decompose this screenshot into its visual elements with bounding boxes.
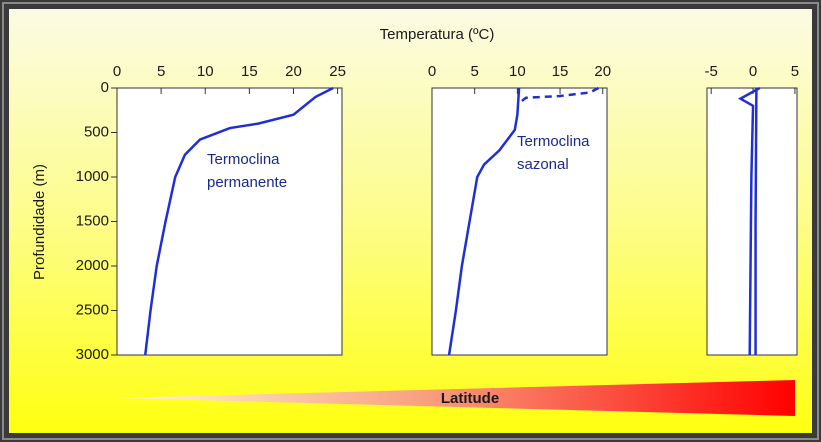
chart-title: Temperatura (ºC) [380,26,495,43]
plot-area [116,87,343,356]
x-tick-label: 5 [471,63,479,80]
x-tick-label: 5 [791,63,799,80]
x-tick-label: 25 [329,63,346,80]
y-tick-label: 2500 [76,301,109,318]
x-tick-label: 15 [552,63,569,80]
annotation: Termoclina [517,133,590,150]
y-tick-label: 1500 [76,212,109,229]
y-axis-label: Profundidade (m) [31,164,48,280]
x-tick-label: 0 [749,63,757,80]
profile-line [754,87,758,355]
y-tick-label: 500 [84,123,109,140]
x-tick-label: 20 [594,63,611,80]
x-tick-label: 20 [285,63,302,80]
profile-line [737,86,761,356]
profile-line [143,86,334,356]
annotation: Termoclina [207,151,280,168]
x-tick-label: 0 [113,63,121,80]
latitude-wedge [118,380,795,416]
x-tick-label: 10 [509,63,526,80]
x-tick-label: 10 [197,63,214,80]
x-tick-label: -5 [705,63,718,80]
plot-area [431,87,608,356]
y-tick-label: 0 [101,79,109,96]
x-tick-label: 5 [157,63,165,80]
profile-line [518,86,600,105]
y-tick-label: 3000 [76,346,109,363]
annotation: permanente [207,174,287,191]
y-tick-label: 1000 [76,168,109,185]
profile-line [447,87,521,356]
annotation: sazonal [517,156,569,173]
x-tick-label: 15 [241,63,258,80]
latitude-label: Latitude [441,390,499,407]
x-tick-label: 0 [428,63,436,80]
y-tick-label: 2000 [76,257,109,274]
